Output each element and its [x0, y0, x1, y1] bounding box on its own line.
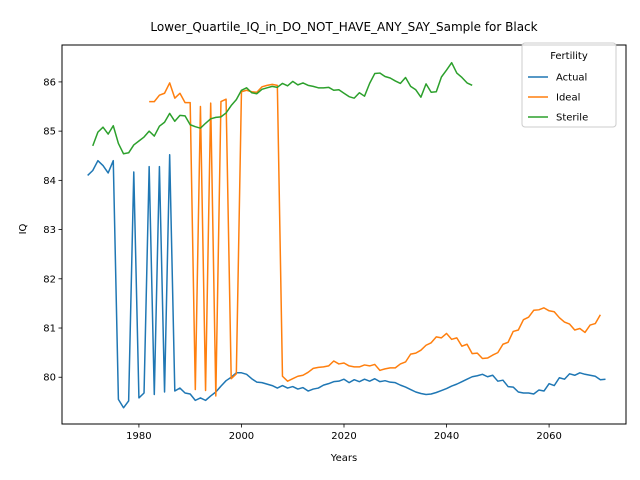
series-line-actual — [87, 154, 606, 409]
x-axis-title: Years — [330, 453, 357, 464]
x-tick-label: 2020 — [331, 431, 356, 442]
x-tick-label: 1980 — [126, 431, 151, 442]
x-axis: 1980 2000 2020 2040 2060 — [126, 424, 562, 442]
series-line-sterile — [92, 61, 473, 155]
y-tick-label: 80 — [43, 373, 56, 384]
legend-label-sterile: Sterile — [556, 113, 588, 124]
legend: Fertility Actual Ideal Sterile — [521, 42, 617, 128]
x-tick-label: 2000 — [229, 431, 254, 442]
legend-box — [521, 42, 617, 128]
series-line-ideal — [149, 82, 602, 397]
y-axis: 80 81 82 83 84 85 86 — [43, 77, 62, 384]
y-axis-title: IQ — [18, 223, 29, 234]
y-tick-label: 86 — [43, 77, 56, 88]
y-tick-label: 81 — [43, 324, 56, 335]
legend-label-actual: Actual — [556, 73, 587, 84]
legend-label-ideal: Ideal — [556, 93, 580, 104]
series-layer — [87, 61, 606, 409]
y-tick-label: 85 — [43, 127, 56, 138]
x-tick-label: 2060 — [536, 431, 561, 442]
y-tick-label: 82 — [43, 274, 56, 285]
y-tick-label: 84 — [43, 176, 56, 187]
x-tick-label: 2040 — [434, 431, 459, 442]
legend-title: Fertility — [550, 51, 588, 62]
chart-title: Lower_Quartile_IQ_in_DO_NOT_HAVE_ANY_SAY… — [150, 20, 537, 34]
y-tick-label: 83 — [43, 225, 56, 236]
